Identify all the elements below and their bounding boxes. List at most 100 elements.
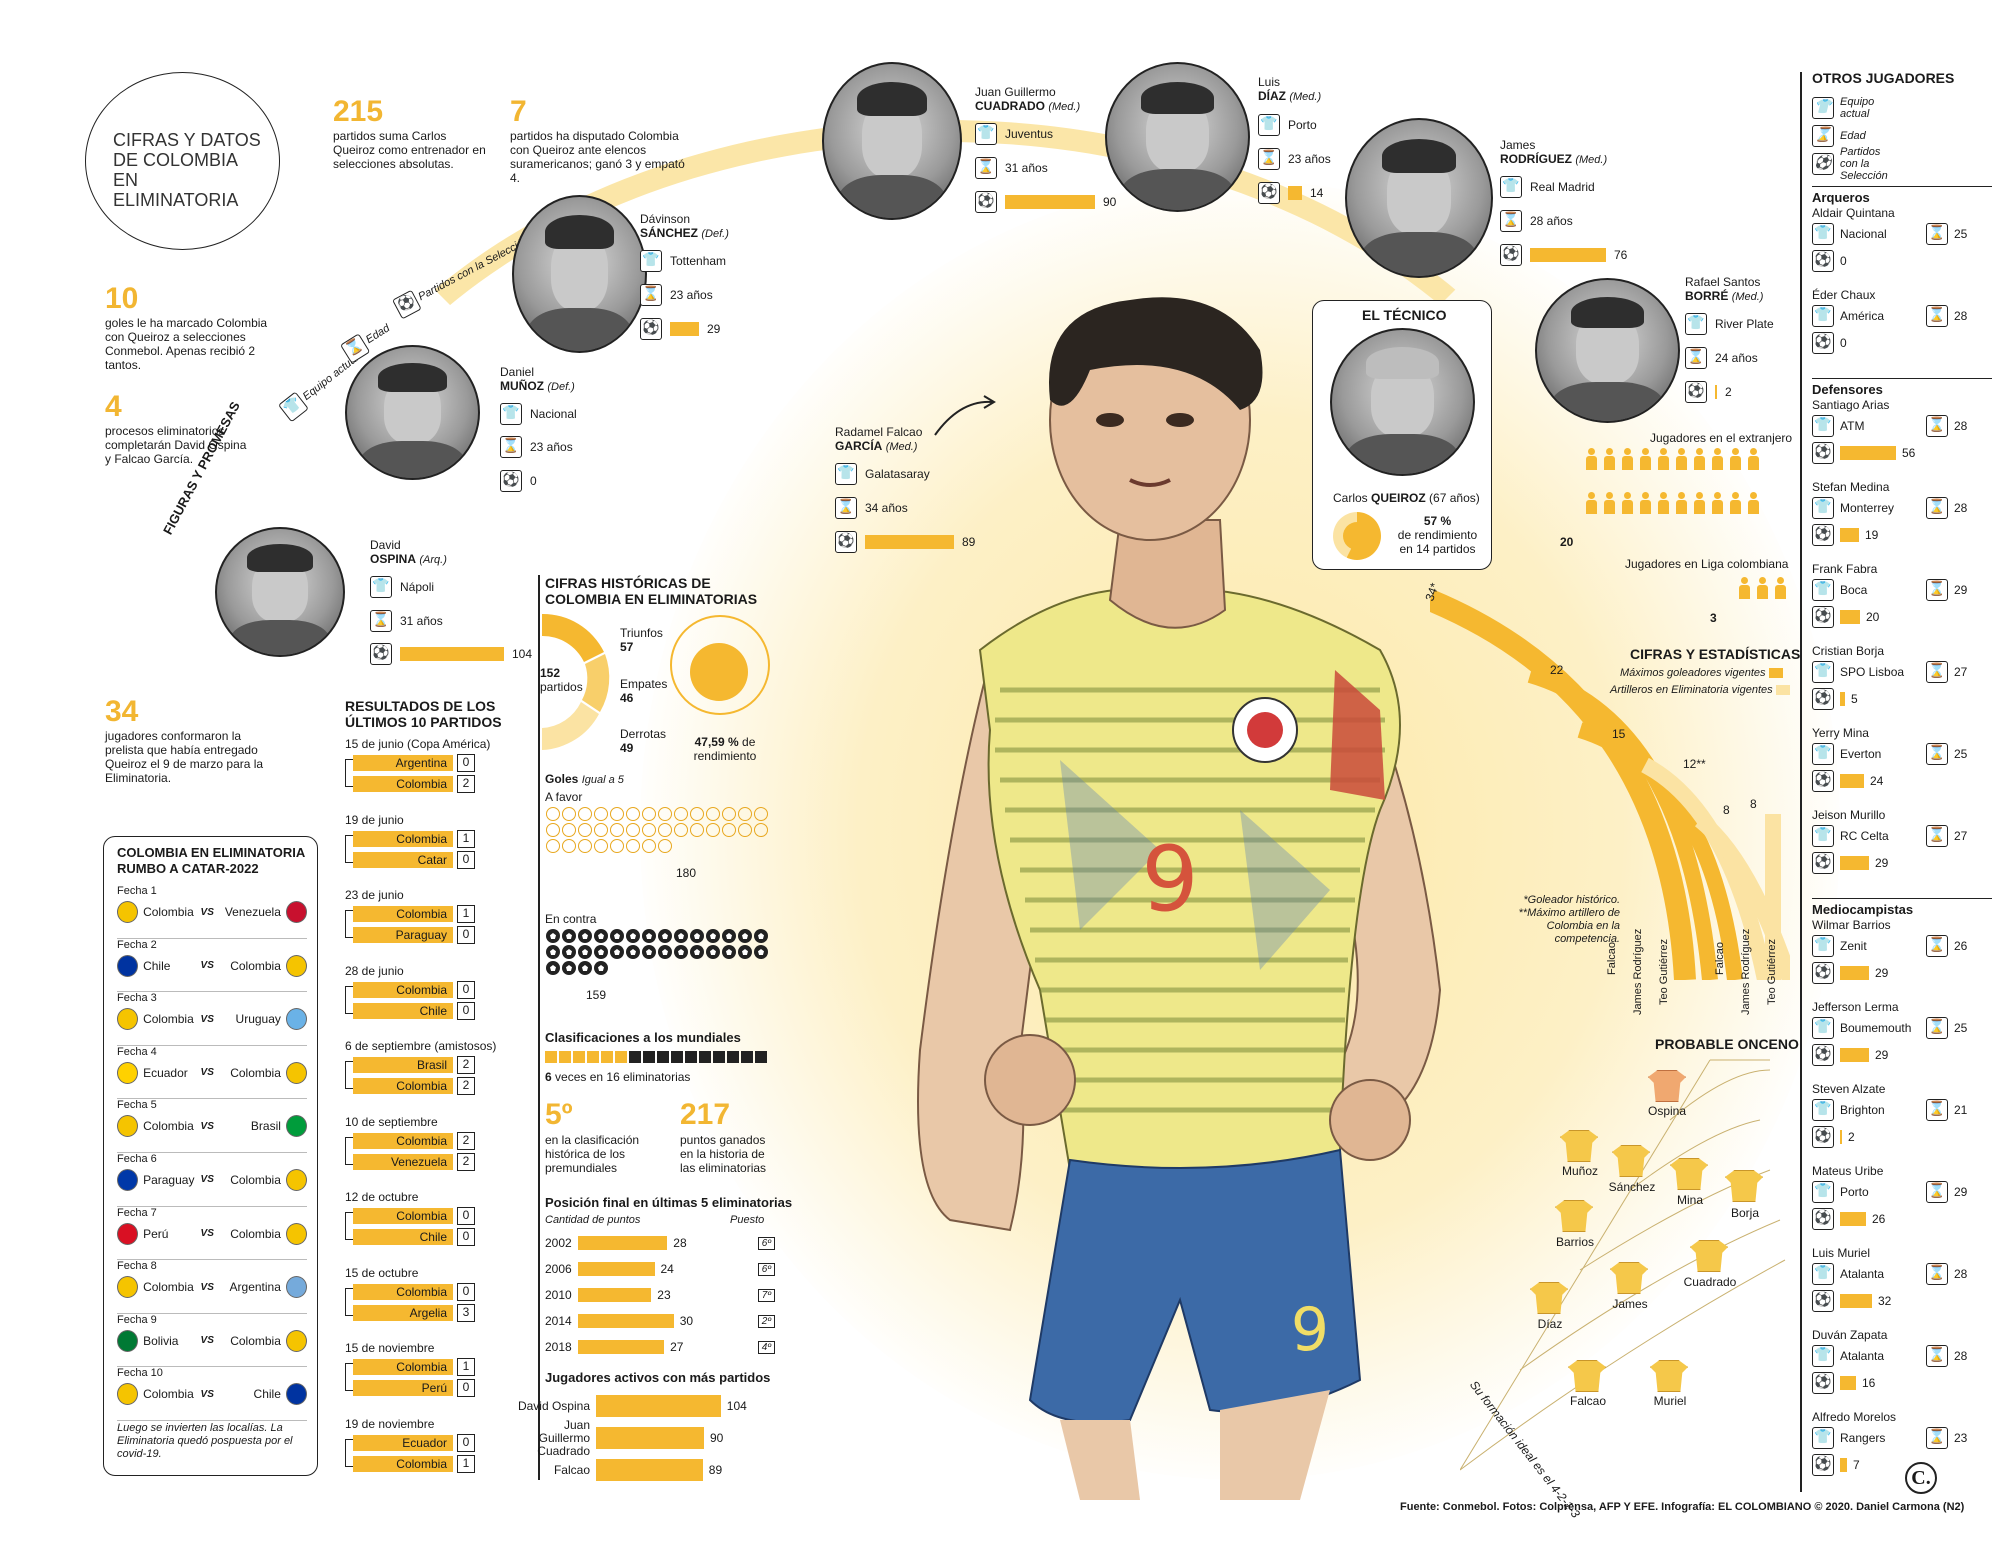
formation-field: [1460, 1059, 1786, 1471]
goal-contra-icon: [658, 929, 672, 943]
shirt-icon: 👕: [1812, 223, 1834, 245]
result-date: 6 de septiembre (amistosos): [345, 1039, 497, 1053]
finalpos-year: 2010: [545, 1288, 572, 1302]
figure-games: 0: [530, 474, 537, 488]
worldcup-box: [699, 1051, 711, 1063]
figure-position: (Arq.): [419, 554, 447, 566]
others-player-row: 👕 Porto ⌛ 29: [1812, 1181, 1992, 1203]
figure-age: 24 años: [1715, 351, 1758, 365]
figure-games-row: ⚽ 14: [1258, 182, 1323, 204]
goal-contra-icon: [626, 945, 640, 959]
goal-contra-icon: [674, 929, 688, 943]
stat-val-a2: 15: [1612, 727, 1626, 741]
goal-contra-icon: [690, 945, 704, 959]
others-player-row: ⚽ 32: [1812, 1290, 1992, 1312]
goal-favor-icon: [578, 839, 592, 853]
goal-favor-icon: [610, 823, 624, 837]
figure-first-name: James: [1500, 138, 1536, 152]
figure-team: Porto: [1288, 118, 1317, 132]
fact-text: goles le ha marcado Colombia con Queiroz…: [105, 316, 268, 372]
result-team: Paraguay: [353, 927, 453, 943]
goal-contra-icon: [578, 961, 592, 975]
portrait-munoz: [345, 345, 480, 480]
fixture-team-b: Brasil: [250, 1119, 281, 1134]
others-player-age: 27: [1954, 829, 1968, 843]
figure-position: (Def.): [701, 228, 729, 240]
historic-pct-label: de rendimiento: [693, 735, 757, 763]
hourglass-icon: ⌛: [370, 610, 392, 632]
result-score: 1: [457, 1358, 475, 1376]
figure-first-name: David: [370, 538, 401, 552]
fact-7: 7 partidos ha disputado Colombia con Que…: [510, 95, 690, 185]
others-player-age: 28: [1954, 1267, 1968, 1281]
fixture-block: Fecha 5 Colombia VS Brasil: [117, 1099, 307, 1153]
shirt-icon: 👕: [1812, 743, 1834, 765]
others-player: Steven Alzate 👕 Brighton ⌛ 21 ⚽ 2: [1812, 1082, 1992, 1164]
result-team-row: Paraguay 0: [353, 926, 525, 944]
figure-age-row: ⌛ 23 años: [1258, 148, 1331, 170]
others-player-row: 👕 Atalanta ⌛ 28: [1812, 1263, 1992, 1285]
fixture-block: Fecha 10 Colombia VS Chile: [117, 1367, 307, 1421]
others-player: Duván Zapata 👕 Atalanta ⌛ 28 ⚽ 16: [1812, 1328, 1992, 1410]
fixtures-note: Luego se invierten las localías. La Elim…: [117, 1422, 293, 1460]
arrow-icon: [934, 395, 996, 436]
result-block: 6 de septiembre (amistosos) Brasil 2 Colomb…: [345, 1039, 525, 1115]
result-team-row: Colombia 2: [353, 1131, 525, 1150]
result-bracket: [345, 1438, 353, 1467]
hourglass-icon: ⌛: [1926, 579, 1948, 601]
hourglass-icon: ⌛: [1926, 1181, 1948, 1203]
result-team-row: Chile 0: [353, 1228, 525, 1246]
goal-contra-icon: [562, 929, 576, 943]
others-title: OTROS JUGADORES: [1812, 70, 1955, 86]
fixture-row: Paraguay VS Colombia: [117, 1168, 307, 1191]
worldcup-box: [643, 1051, 655, 1063]
worldcup-box: [741, 1051, 753, 1063]
goal-contra-icon: [690, 929, 704, 943]
others-games-bar: [1840, 856, 1869, 870]
figure-games-row: ⚽ 2: [1685, 381, 1732, 403]
active-value: 89: [708, 1463, 723, 1477]
others-player-row: 👕 Everton ⌛ 25: [1812, 743, 1992, 765]
others-player-games: 29: [1875, 966, 1889, 980]
shirt-icon: 👕: [1812, 1263, 1834, 1285]
svg-text:9: 9: [1291, 1295, 1329, 1365]
goal-contra-icon: [754, 929, 768, 943]
team-flag-icon: [117, 901, 139, 923]
goal-favor-icon: [642, 807, 656, 821]
figure-age: 28 años: [1530, 214, 1573, 228]
goal-favor-icon: [562, 823, 576, 837]
others-games-bar: [1840, 1294, 1872, 1308]
hourglass-icon: ⌛: [500, 436, 522, 458]
finalpos-row: 2006 24 6º: [545, 1256, 775, 1282]
historic-pct-value: 47,59 %: [694, 735, 739, 749]
player-icon: ⚽: [1812, 1290, 1834, 1312]
active-row: Juan Guillermo Cuadrado 90: [510, 1418, 775, 1457]
result-score: 1: [457, 829, 475, 848]
fixture-team-a: Colombia: [143, 1280, 194, 1295]
others-player-name: Cristian Borja: [1812, 644, 1885, 658]
finalpos-pts: 27: [670, 1340, 684, 1354]
finalpos-row: 2010 23 7º: [545, 1282, 775, 1308]
others-games-bar: [1840, 610, 1860, 624]
result-team: Colombia: [353, 1455, 453, 1472]
others-player: Jefferson Lerma 👕 Boumemouth ⌛ 25 ⚽ 29: [1812, 1000, 1992, 1082]
stats-title: CIFRAS Y ESTADÍSTICAS: [1630, 646, 1801, 662]
worldcup-box: [657, 1051, 669, 1063]
active-row: Falcao 89: [510, 1454, 775, 1486]
shirt-icon: 👕: [1812, 579, 1834, 601]
shirt-icon: 👕: [1812, 661, 1834, 683]
goals-contra-value: 159: [586, 988, 607, 1002]
portrait-queiroz: [1330, 328, 1475, 476]
figure-munoz: Daniel MUÑOZ (Def.): [500, 365, 575, 394]
figure-games: 2: [1725, 385, 1732, 399]
others-player-name: Jeison Murillo: [1812, 808, 1886, 822]
fixtures-panel: [103, 836, 318, 1476]
result-team: Brasil: [353, 1057, 453, 1073]
others-player-age: 26: [1954, 939, 1968, 953]
others-legend-row: 👕 Equipo actual: [1812, 94, 1992, 122]
historic-wins: Triunfos 57: [620, 626, 663, 654]
stat-val-b2: 8: [1750, 797, 1757, 811]
figure-age-row: ⌛ 23 años: [640, 284, 713, 306]
others-games-bar: [1840, 774, 1864, 788]
others-player-row: 👕 Atalanta ⌛ 28: [1812, 1345, 1992, 1367]
